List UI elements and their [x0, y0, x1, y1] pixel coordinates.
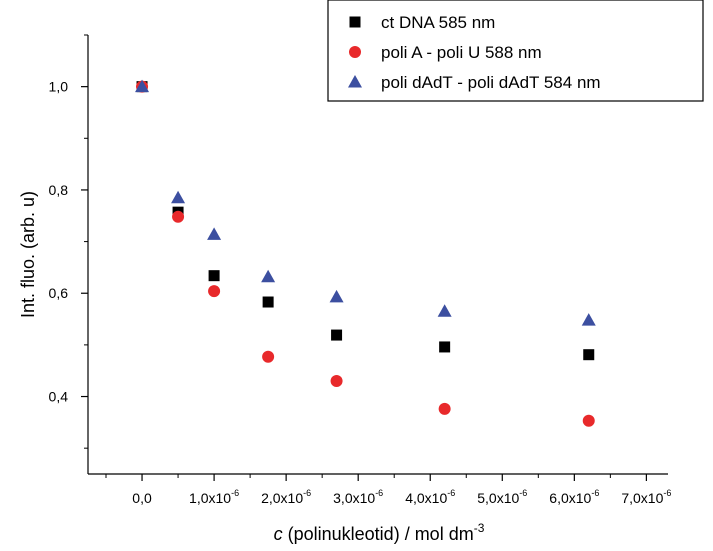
legend-marker-circle [349, 46, 361, 58]
data-point-square [262, 296, 274, 308]
data-point-square [439, 341, 451, 353]
y-tick-label: 0,8 [49, 182, 69, 198]
data-point-circle [330, 375, 343, 388]
data-point-square [583, 349, 595, 361]
legend-label: poli A - poli U 588 nm [381, 43, 542, 62]
data-points [135, 79, 596, 427]
y-tick-label: 0,4 [49, 389, 69, 405]
axes [81, 34, 668, 481]
data-point-triangle [581, 313, 596, 326]
data-point-triangle [437, 304, 452, 317]
x-tick-label: 1,0x10-6 [189, 488, 239, 506]
x-axis-title: c (polinukleotid) / mol dm-3 [274, 521, 485, 544]
x-tick-label: 0,0 [132, 490, 152, 506]
x-tick-label: 3,0x10-6 [333, 488, 383, 506]
x-tick-label: 4,0x10-6 [405, 488, 455, 506]
data-point-square [331, 329, 343, 341]
legend-marker-square [349, 16, 361, 28]
tick-labels: 0,4 0,6 0,8 1,0 0,0 1,0x10-6 2,0x10-6 3,0x10-6 4… [49, 79, 672, 506]
data-point-triangle [171, 190, 186, 204]
data-point-triangle [329, 289, 344, 303]
x-tick-label: 5,0x10-6 [477, 488, 527, 506]
y-axis-title: Int. fluo. (arb. u) [18, 191, 38, 318]
legend-marker-triangle [348, 75, 362, 88]
y-tick-label: 0,6 [49, 285, 69, 301]
y-tick-label: 1,0 [49, 79, 69, 95]
data-point-square [208, 270, 220, 282]
legend: ct DNA 585 nm poli A - poli U 588 nm poli … [327, 0, 704, 102]
legend-label: ct DNA 585 nm [381, 13, 495, 32]
x-tick-label: 6,0x10-6 [549, 488, 599, 506]
data-point-triangle [207, 227, 222, 240]
data-point-circle [208, 285, 221, 298]
data-point-triangle [135, 79, 150, 93]
data-point-circle [438, 402, 451, 415]
data-point-triangle [261, 269, 276, 283]
x-tick-label: 7,0x10-6 [621, 488, 671, 506]
data-point-circle [582, 414, 595, 427]
x-tick-label: 2,0x10-6 [261, 488, 311, 506]
legend-box [327, 0, 704, 102]
data-point-circle [262, 350, 275, 363]
data-point-circle [172, 210, 185, 223]
legend-label: poli dAdT - poli dAdT 584 nm [381, 73, 601, 92]
axis-titles: Int. fluo. (arb. u) c (polinukleotid) / m… [18, 191, 485, 544]
